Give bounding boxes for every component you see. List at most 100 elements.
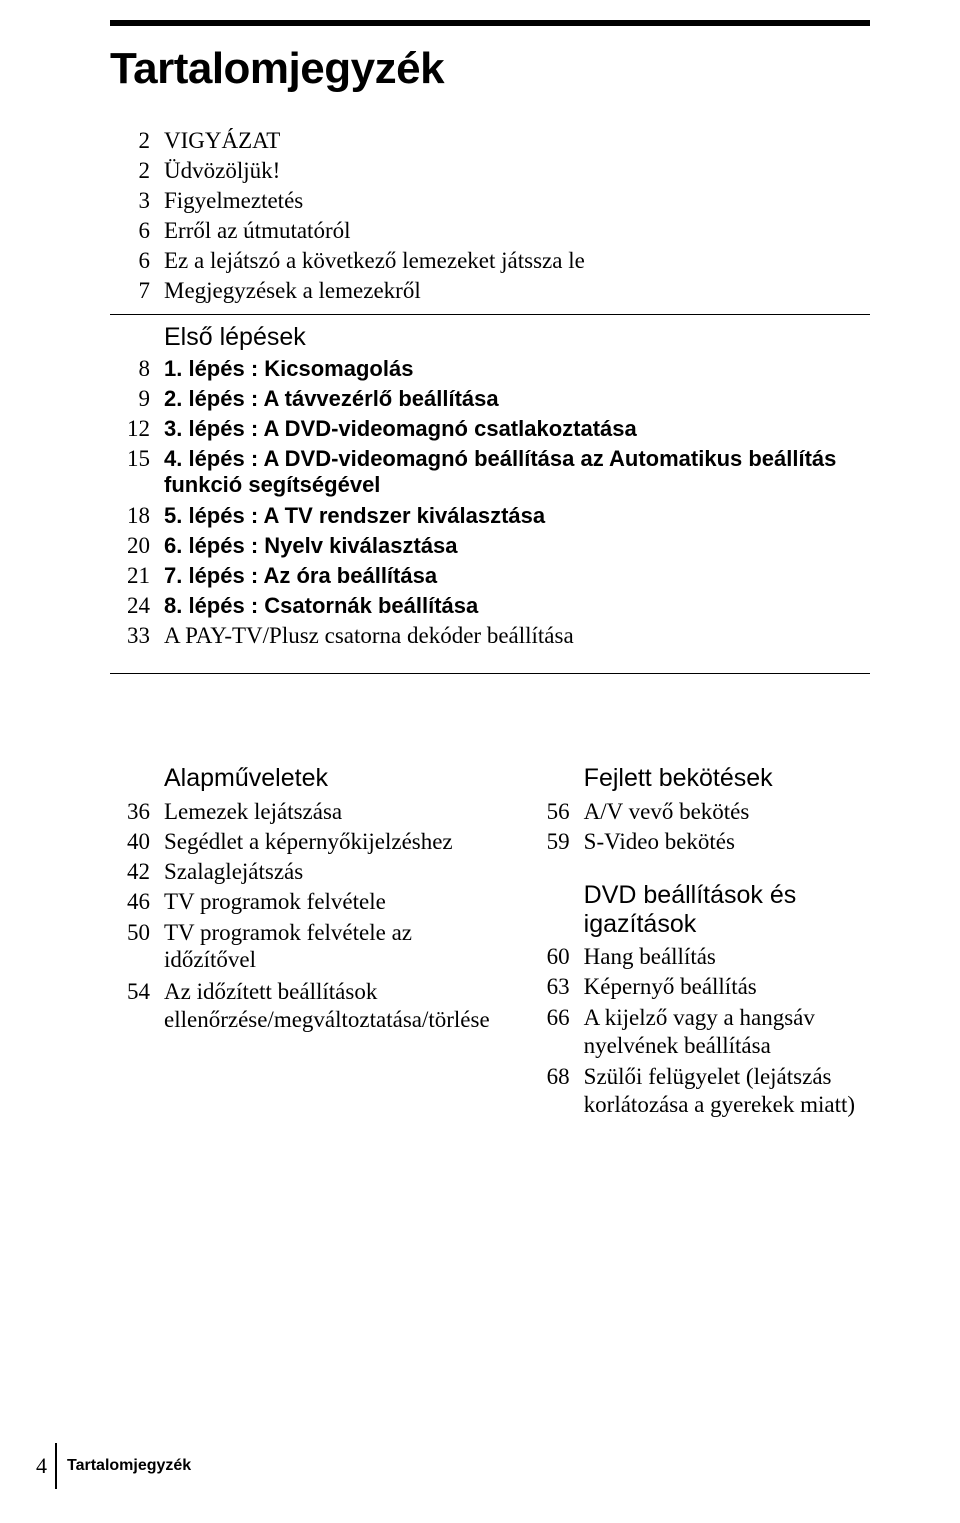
toc-page: 20 xyxy=(110,533,164,559)
toc-page: 42 xyxy=(110,859,164,885)
toc-text: Szalaglejátszás xyxy=(164,859,490,885)
toc-text: Megjegyzések a lemezekről xyxy=(164,278,870,304)
toc-entry: 123. lépés : A DVD-videomagnó csatlakozt… xyxy=(110,416,870,442)
column-heading: Fejlett bekötések xyxy=(584,764,870,793)
toc-entry: 248. lépés : Csatornák beállítása xyxy=(110,593,870,619)
toc-entry: 185. lépés : A TV rendszer kiválasztása xyxy=(110,503,870,529)
toc-text: 4. lépés : A DVD-videomagnó beállítása a… xyxy=(164,446,870,499)
toc-text: 7. lépés : Az óra beállítása xyxy=(164,563,870,589)
top-rule xyxy=(110,20,870,26)
toc-page: 9 xyxy=(110,386,164,412)
spacer xyxy=(530,859,870,881)
toc-entry: 54Az időzített beállítások ellenőrzése/m… xyxy=(110,978,490,1033)
toc-text: 5. lépés : A TV rendszer kiválasztása xyxy=(164,503,870,529)
toc-text: A PAY-TV/Plusz csatorna dekóder beállítá… xyxy=(164,623,870,649)
toc-entry: 36Lemezek lejátszása xyxy=(110,799,490,825)
toc-entry: 217. lépés : Az óra beállítása xyxy=(110,563,870,589)
toc-entry: 6Erről az útmutatóról xyxy=(110,218,870,244)
toc-entry: 60Hang beállítás xyxy=(530,944,870,970)
section-heading-row: Első lépések xyxy=(110,323,870,352)
divider xyxy=(110,673,870,674)
toc-text: 8. lépés : Csatornák beállítása xyxy=(164,593,870,619)
toc-text: Képernyő beállítás xyxy=(584,974,870,1000)
columns: Alapműveletek 36Lemezek lejátszása 40Seg… xyxy=(110,764,870,1123)
section1-entries: 81. lépés : Kicsomagolás 92. lépés : A t… xyxy=(110,356,870,649)
toc-text: S-Video bekötés xyxy=(584,829,870,855)
toc-entry: 92. lépés : A távvezérlő beállítása xyxy=(110,386,870,412)
toc-entry: 50TV programok felvétele az időzítővel xyxy=(110,919,490,974)
toc-entry: 33A PAY-TV/Plusz csatorna dekóder beállí… xyxy=(110,623,870,649)
toc-page: 7 xyxy=(110,278,164,304)
footer-divider xyxy=(55,1443,57,1489)
toc-text: 3. lépés : A DVD-videomagnó csatlakoztat… xyxy=(164,416,870,442)
toc-entry: 46TV programok felvétele xyxy=(110,889,490,915)
toc-page: 66 xyxy=(530,1005,584,1031)
toc-entry: 42Szalaglejátszás xyxy=(110,859,490,885)
toc-page: 33 xyxy=(110,623,164,649)
toc-page: 46 xyxy=(110,889,164,915)
footer: 4 Tartalomjegyzék xyxy=(36,1443,191,1489)
toc-text: 6. lépés : Nyelv kiválasztása xyxy=(164,533,870,559)
toc-text: Az időzített beállítások ellenőrzése/meg… xyxy=(164,978,490,1033)
toc-page: 50 xyxy=(110,920,164,946)
toc-page: 56 xyxy=(530,799,584,825)
toc-text: A/V vevő bekötés xyxy=(584,799,870,825)
toc-text: 2. lépés : A távvezérlő beállítása xyxy=(164,386,870,412)
toc-page: 24 xyxy=(110,593,164,619)
toc-page: 6 xyxy=(110,218,164,244)
toc-text: Szülői felügyelet (lejátszás korlátozása… xyxy=(584,1063,870,1118)
toc-page: 2 xyxy=(110,158,164,184)
toc-entry: 66A kijelző vagy a hangsáv nyelvének beá… xyxy=(530,1004,870,1059)
toc-text: TV programok felvétele az időzítővel xyxy=(164,919,490,974)
toc-page: 21 xyxy=(110,563,164,589)
toc-text: Üdvözöljük! xyxy=(164,158,870,184)
toc-text: Ez a lejátszó a következő lemezeket játs… xyxy=(164,248,870,274)
toc-text: Lemezek lejátszása xyxy=(164,799,490,825)
toc-entry: 68Szülői felügyelet (lejátszás korlátozá… xyxy=(530,1063,870,1118)
toc-entry: 2VIGYÁZAT xyxy=(110,128,870,154)
section-heading: Első lépések xyxy=(164,323,306,352)
toc-entry: 63Képernyő beállítás xyxy=(530,974,870,1000)
toc-page: 18 xyxy=(110,503,164,529)
toc-text: TV programok felvétele xyxy=(164,889,490,915)
toc-text: Hang beállítás xyxy=(584,944,870,970)
toc-page: 15 xyxy=(110,446,164,472)
intro-entries: 2VIGYÁZAT 2Üdvözöljük! 3Figyelmeztetés 6… xyxy=(110,128,870,304)
toc-page: 2 xyxy=(110,128,164,154)
toc-entry: 154. lépés : A DVD-videomagnó beállítása… xyxy=(110,446,870,499)
toc-entry: 206. lépés : Nyelv kiválasztása xyxy=(110,533,870,559)
toc-page: 6 xyxy=(110,248,164,274)
toc-text: VIGYÁZAT xyxy=(164,128,870,154)
toc-entry: 56A/V vevő bekötés xyxy=(530,799,870,825)
page-number: 4 xyxy=(36,1453,47,1479)
page-title: Tartalomjegyzék xyxy=(110,44,870,94)
toc-page: 59 xyxy=(530,829,584,855)
toc-page: 3 xyxy=(110,188,164,214)
toc-page: 54 xyxy=(110,979,164,1005)
toc-page: 12 xyxy=(110,416,164,442)
column-left: Alapműveletek 36Lemezek lejátszása 40Seg… xyxy=(110,764,490,1123)
toc-entry: 81. lépés : Kicsomagolás xyxy=(110,356,870,382)
toc-entry: 3Figyelmeztetés xyxy=(110,188,870,214)
toc-text: A kijelző vagy a hangsáv nyelvének beáll… xyxy=(584,1004,870,1059)
toc-entry: 7Megjegyzések a lemezekről xyxy=(110,278,870,304)
toc-text: Figyelmeztetés xyxy=(164,188,870,214)
toc-page: 40 xyxy=(110,829,164,855)
divider xyxy=(110,314,870,315)
column-right: Fejlett bekötések 56A/V vevő bekötés 59S… xyxy=(530,764,870,1123)
toc-page: 8 xyxy=(110,356,164,382)
column-heading: Alapműveletek xyxy=(164,764,490,793)
toc-text: Segédlet a képernyőkijelzéshez xyxy=(164,829,490,855)
toc-page: 36 xyxy=(110,799,164,825)
toc-entry: 59S-Video bekötés xyxy=(530,829,870,855)
toc-entry: 2Üdvözöljük! xyxy=(110,158,870,184)
column-heading: DVD beállítások és igazítások xyxy=(584,881,870,939)
toc-page: 63 xyxy=(530,974,584,1000)
footer-label: Tartalomjegyzék xyxy=(67,1457,191,1475)
toc-text: Erről az útmutatóról xyxy=(164,218,870,244)
toc-entry: 40Segédlet a képernyőkijelzéshez xyxy=(110,829,490,855)
page-container: Tartalomjegyzék 2VIGYÁZAT 2Üdvözöljük! 3… xyxy=(0,20,960,1523)
toc-page: 68 xyxy=(530,1064,584,1090)
toc-page: 60 xyxy=(530,944,584,970)
toc-text: 1. lépés : Kicsomagolás xyxy=(164,356,870,382)
